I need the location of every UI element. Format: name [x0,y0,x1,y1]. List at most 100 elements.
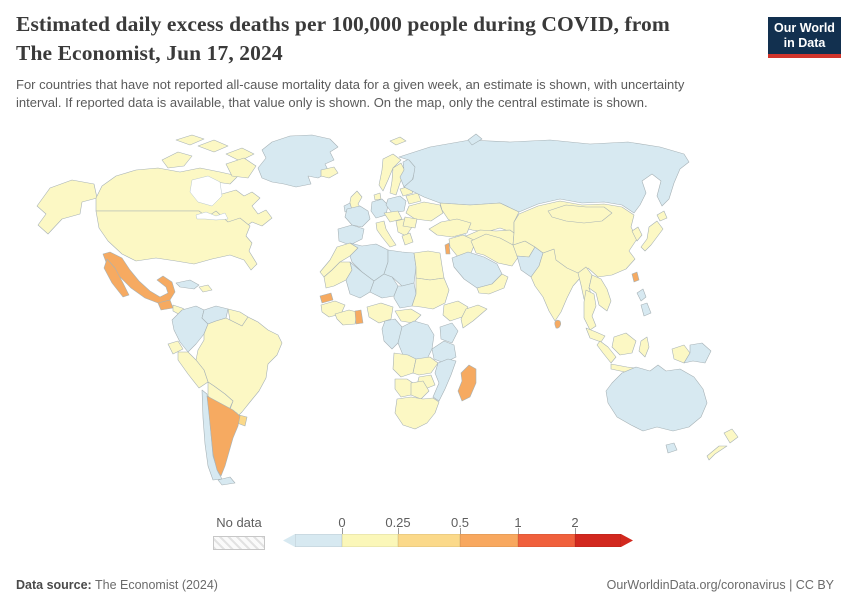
world-map [15,130,835,515]
legend-colorbar: 0 0.25 0.5 1 2 [283,515,633,547]
country-romania[interactable] [402,216,418,229]
country-tasmania[interactable] [665,442,678,454]
legend-segment-below0[interactable] [295,534,342,547]
country-indonesia-sulawesi[interactable] [638,336,650,358]
country-indonesia-borneo[interactable] [611,332,637,356]
country-novaya-zemlya[interactable] [467,133,483,146]
legend-tickmark-05 [460,528,461,534]
country-thailand[interactable] [583,289,597,331]
country-somalia[interactable] [460,304,488,329]
country-new-zealand-south[interactable] [706,445,728,461]
country-hispaniola[interactable] [198,284,213,293]
country-sudan[interactable] [411,277,450,310]
country-mexico-baja[interactable] [103,258,130,298]
country-tanzania[interactable] [431,340,457,364]
country-italy[interactable] [375,220,397,248]
country-zambia[interactable] [412,356,439,376]
country-new-zealand-north[interactable] [723,428,739,444]
country-ukraine[interactable] [405,201,444,222]
data-source-label: Data source: [16,578,92,592]
country-philippines-luzon[interactable] [636,288,647,302]
legend-segment-above2-cap[interactable] [621,534,633,547]
country-malaysia[interactable] [585,327,606,343]
country-poland[interactable] [385,195,407,214]
country-indonesia-sumatra[interactable] [596,340,617,364]
country-senegal[interactable] [319,292,334,304]
country-yemen-oman[interactable] [476,273,509,295]
country-france[interactable] [344,205,371,228]
country-botswana[interactable] [410,380,430,400]
country-japan-hokkaido[interactable] [656,210,668,222]
legend-color-bar [283,534,633,547]
legend-no-data-label: No data [216,515,262,530]
credit-link[interactable]: OurWorldinData.org/coronavirus | CC BY [606,578,834,592]
country-israel[interactable] [444,242,451,255]
legend-segment-below0-cap[interactable] [283,534,295,547]
country-arctic-islands-4[interactable] [175,134,205,146]
legend-no-data-swatch[interactable] [213,536,265,550]
country-madagascar[interactable] [457,364,477,402]
country-south-africa[interactable] [394,396,440,430]
country-australia[interactable] [605,364,708,432]
legend-segment-1-2[interactable] [518,534,575,547]
country-sri-lanka[interactable] [554,319,561,329]
country-arctic-islands-3[interactable] [225,147,255,162]
country-dr-congo[interactable] [397,320,435,364]
country-cameroon-gabon[interactable] [381,318,403,350]
legend-tick-labels: 0 0.25 0.5 1 2 [283,515,633,531]
country-alaska[interactable] [36,179,98,235]
country-iceland[interactable] [320,166,339,179]
country-argentina[interactable] [206,395,241,477]
country-tierra-del-fuego[interactable] [217,476,236,486]
legend-segment-0-025[interactable] [342,534,398,547]
country-arctic-islands-2[interactable] [197,139,229,153]
country-norway[interactable] [378,153,402,192]
country-korea[interactable] [631,226,643,242]
country-greece[interactable] [401,232,414,246]
legend-tick-0: 0 [338,515,346,530]
country-denmark[interactable] [373,192,382,201]
country-ghana[interactable] [354,309,364,325]
country-iran[interactable] [470,233,520,267]
chart-footer: Data source: The Economist (2024) OurWor… [0,578,850,592]
legend-segment-above2[interactable] [575,534,621,547]
country-mali[interactable] [345,261,375,299]
country-china[interactable] [512,200,638,278]
country-baffin-island[interactable] [225,157,257,179]
title-line-1: Estimated daily excess deaths per 100,00… [16,12,670,36]
country-svalbard[interactable] [389,136,407,146]
country-sweden[interactable] [389,162,406,196]
country-turkey[interactable] [428,218,472,238]
country-mongolia[interactable] [547,204,613,224]
country-japan[interactable] [640,220,664,252]
country-ivory-coast[interactable] [334,309,358,326]
owid-logo-text: Our World in Data [768,17,841,54]
data-source: Data source: The Economist (2024) [16,578,218,592]
country-spain-portugal[interactable] [337,224,365,246]
country-vietnam-laos[interactable] [588,274,612,312]
country-mozambique[interactable] [432,358,457,402]
country-central-europe[interactable] [383,210,403,223]
country-central-african-republic[interactable] [394,308,422,324]
country-arctic-islands-1[interactable] [161,151,193,169]
country-ecuador[interactable] [167,340,184,355]
page-title: Estimated daily excess deaths per 100,00… [16,10,756,67]
country-egypt[interactable] [413,250,445,281]
country-namibia[interactable] [394,378,414,398]
legend-segment-05-1[interactable] [460,534,518,547]
country-kenya[interactable] [439,322,459,344]
country-russia[interactable] [398,139,690,214]
owid-logo-accent-bar [768,54,841,58]
country-greenland[interactable] [257,134,339,188]
chart-subtitle: For countries that have not reported all… [16,76,816,113]
country-belarus[interactable] [405,192,422,205]
country-nigeria[interactable] [366,302,394,324]
country-taiwan[interactable] [631,271,640,283]
legend-tickmark-0 [342,528,343,534]
country-papua-new-guinea[interactable] [683,342,712,364]
country-philippines-mindanao[interactable] [640,302,652,317]
country-cuba[interactable] [175,279,200,290]
legend-tick-2: 2 [571,515,579,530]
legend-segment-025-05[interactable] [398,534,460,547]
hudson-bay-water [189,175,223,207]
